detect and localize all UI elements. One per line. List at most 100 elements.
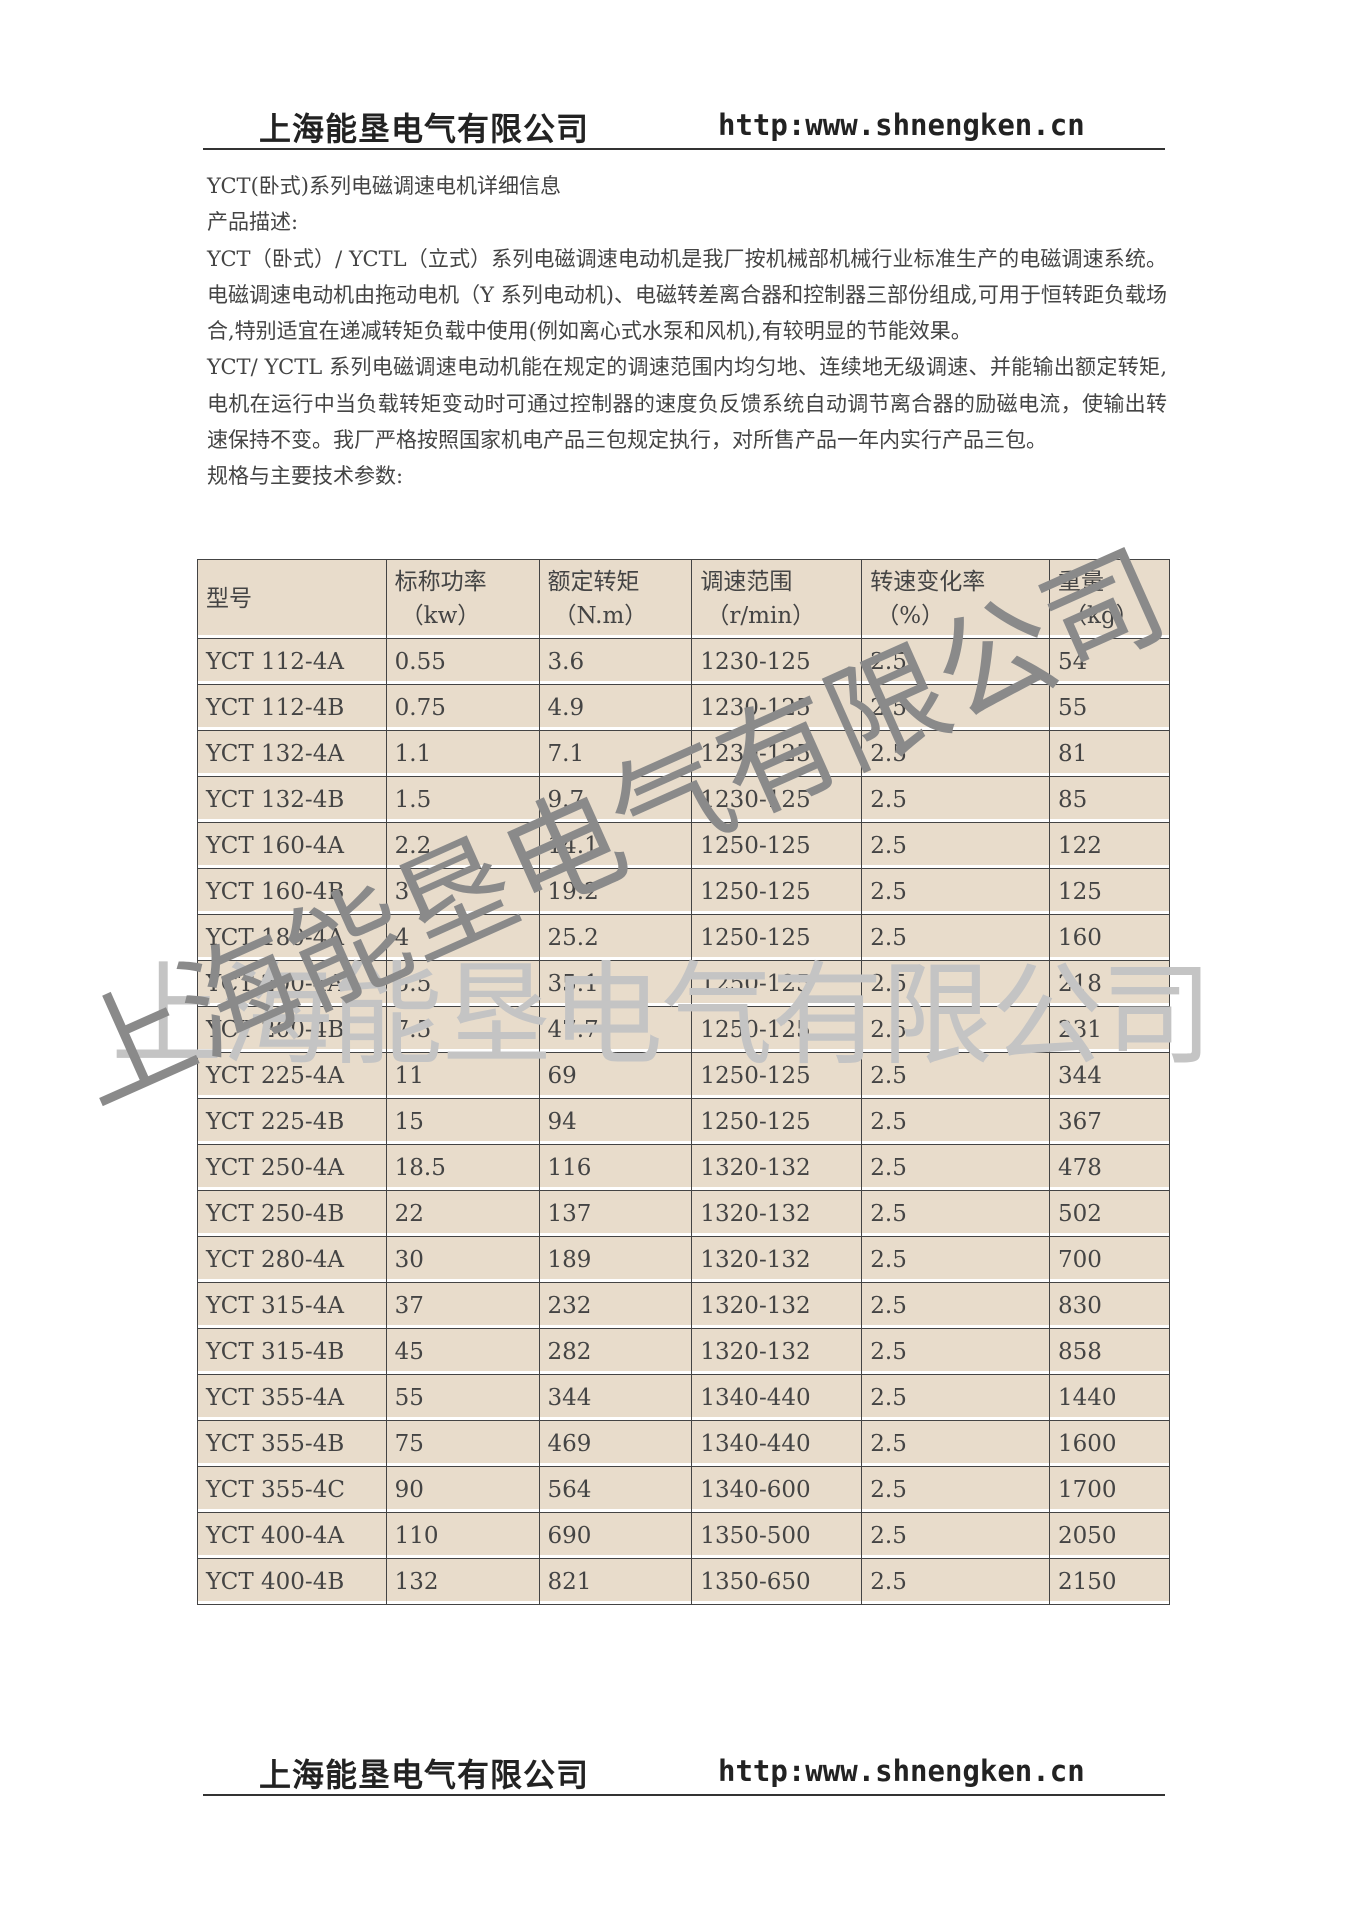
table-cell: 2.5 xyxy=(861,960,1051,1007)
table-row: YCT 225-4B 15 94 1250-125 2.5 367 xyxy=(197,1098,1170,1145)
table-cell: YCT 160-4A xyxy=(197,822,387,869)
column-header-name: 型号 xyxy=(206,586,252,612)
table-cell: 1250-125 xyxy=(691,1052,863,1099)
table-cell: 35.1 xyxy=(538,960,693,1007)
table-cell: 3.6 xyxy=(538,638,693,685)
table-cell: 2.5 xyxy=(861,868,1051,915)
table-row: YCT 112-4B 0.75 4.9 1230-125 2.5 55 xyxy=(197,684,1170,731)
table-cell: YCT 225-4A xyxy=(197,1052,387,1099)
table-cell: 690 xyxy=(538,1512,693,1559)
table-cell: 18.5 xyxy=(385,1144,540,1191)
table-cell: 4 xyxy=(385,914,540,961)
table-cell: 344 xyxy=(538,1374,693,1421)
table-cell: 0.75 xyxy=(385,684,540,731)
footer-company: 上海能垦电气有限公司 xyxy=(259,1756,590,1794)
table-cell: YCT 160-4B xyxy=(197,868,387,915)
table-row: YCT 400-4A 110 690 1350-500 2.5 2050 xyxy=(197,1512,1170,1559)
table-cell: 2.5 xyxy=(861,1190,1051,1237)
table-cell: 2.5 xyxy=(861,1374,1051,1421)
paragraph-1: YCT（卧式）/ YCTL（立式）系列电磁调速电动机是我厂按机械部机械行业标准生… xyxy=(207,246,1167,344)
table-row: YCT 180-4A 4 25.2 1250-125 2.5 160 xyxy=(197,914,1170,961)
body-text: YCT(卧式)系列电磁调速电机详细信息 产品描述: YCT（卧式）/ YCTL（… xyxy=(207,168,1167,495)
table-cell: 116 xyxy=(538,1144,693,1191)
table-cell: 2.5 xyxy=(861,1098,1051,1145)
table-row: YCT 112-4A 0.55 3.6 1230-125 2.5 54 xyxy=(197,638,1170,685)
column-header-name: 额定转矩 xyxy=(547,569,640,595)
table-cell: 2.5 xyxy=(861,776,1051,823)
table-cell: 132 xyxy=(385,1558,540,1605)
column-header-unit: （N.m） xyxy=(553,603,648,629)
table-cell: 19.2 xyxy=(538,868,693,915)
table-cell: 2.5 xyxy=(861,1236,1051,1283)
table-cell: 1320-132 xyxy=(691,1328,863,1375)
table-cell: 858 xyxy=(1049,1328,1170,1375)
column-header: 调速范围 （r/min） xyxy=(691,559,863,639)
table-row: YCT 132-4A 1.1 7.1 1230-125 2.5 81 xyxy=(197,730,1170,777)
table-cell: 2050 xyxy=(1049,1512,1170,1559)
table-cell: 189 xyxy=(538,1236,693,1283)
table-cell: 2.5 xyxy=(861,1328,1051,1375)
column-header-unit: （%） xyxy=(876,603,945,629)
table-cell: 2.5 xyxy=(861,1006,1051,1053)
table-cell: YCT 112-4A xyxy=(197,638,387,685)
table-cell: 137 xyxy=(538,1190,693,1237)
table-cell: 2.5 xyxy=(861,684,1051,731)
table-cell: 282 xyxy=(538,1328,693,1375)
table-cell: 502 xyxy=(1049,1190,1170,1237)
header-url: http:www.shnengken.cn xyxy=(718,108,1085,142)
table-cell: 700 xyxy=(1049,1236,1170,1283)
table-cell: 1320-132 xyxy=(691,1282,863,1329)
table-cell: YCT 200-4A xyxy=(197,960,387,1007)
table-cell: 11 xyxy=(385,1052,540,1099)
table-cell: YCT 200-4B xyxy=(197,1006,387,1053)
table-cell: 2150 xyxy=(1049,1558,1170,1605)
paragraph-2: YCT/ YCTL 系列电磁调速电动机能在规定的调速范围内均匀地、连续地无级调速… xyxy=(207,355,1167,453)
table-cell: 85 xyxy=(1049,776,1170,823)
table-cell: YCT 280-4A xyxy=(197,1236,387,1283)
desc-label: 产品描述: xyxy=(207,210,299,235)
table-cell: 81 xyxy=(1049,730,1170,777)
table-cell: 122 xyxy=(1049,822,1170,869)
table-cell: 1320-132 xyxy=(691,1236,863,1283)
column-header-unit: （r/min） xyxy=(706,603,816,629)
table-cell: 2.5 xyxy=(861,1144,1051,1191)
table-cell: YCT 400-4B xyxy=(197,1558,387,1605)
table-cell: 1350-500 xyxy=(691,1512,863,1559)
page-header: 上海能垦电气有限公司 http:www.shnengken.cn xyxy=(203,104,1165,150)
table-row: YCT 355-4C 90 564 1340-600 2.5 1700 xyxy=(197,1466,1170,1513)
table-cell: 55 xyxy=(385,1374,540,1421)
table-cell: 160 xyxy=(1049,914,1170,961)
table-cell: YCT 250-4A xyxy=(197,1144,387,1191)
table-cell: 367 xyxy=(1049,1098,1170,1145)
table-row: YCT 200-4B 7.5 47.7 1250-125 2.5 231 xyxy=(197,1006,1170,1053)
table-row: YCT 132-4B 1.5 9.7 1230-125 2.5 85 xyxy=(197,776,1170,823)
table-cell: 1250-125 xyxy=(691,960,863,1007)
table-cell: 47.7 xyxy=(538,1006,693,1053)
table-cell: 69 xyxy=(538,1052,693,1099)
table-cell: 564 xyxy=(538,1466,693,1513)
table-cell: YCT 355-4B xyxy=(197,1420,387,1467)
table-cell: 1340-440 xyxy=(691,1374,863,1421)
table-cell: 54 xyxy=(1049,638,1170,685)
table-cell: 25.2 xyxy=(538,914,693,961)
table-cell: 478 xyxy=(1049,1144,1170,1191)
table-cell: YCT 355-4A xyxy=(197,1374,387,1421)
table-cell: 1250-125 xyxy=(691,1098,863,1145)
header-company: 上海能垦电气有限公司 xyxy=(259,110,590,148)
table-cell: 1.5 xyxy=(385,776,540,823)
table-cell: 2.5 xyxy=(861,914,1051,961)
table-cell: YCT 225-4B xyxy=(197,1098,387,1145)
table-row: YCT 160-4B 3 19.2 1250-125 2.5 125 xyxy=(197,868,1170,915)
table-cell: 94 xyxy=(538,1098,693,1145)
table-cell: 45 xyxy=(385,1328,540,1375)
table-row: YCT 315-4B 45 282 1320-132 2.5 858 xyxy=(197,1328,1170,1375)
table-cell: 15 xyxy=(385,1098,540,1145)
table-cell: 125 xyxy=(1049,868,1170,915)
table-cell: YCT 250-4B xyxy=(197,1190,387,1237)
table-row: YCT 315-4A 37 232 1320-132 2.5 830 xyxy=(197,1282,1170,1329)
table-cell: 218 xyxy=(1049,960,1170,1007)
table-row: YCT 400-4B 132 821 1350-650 2.5 2150 xyxy=(197,1558,1170,1605)
table-cell: 1440 xyxy=(1049,1374,1170,1421)
footer-url: http:www.shnengken.cn xyxy=(718,1754,1085,1788)
table-cell: 5.5 xyxy=(385,960,540,1007)
